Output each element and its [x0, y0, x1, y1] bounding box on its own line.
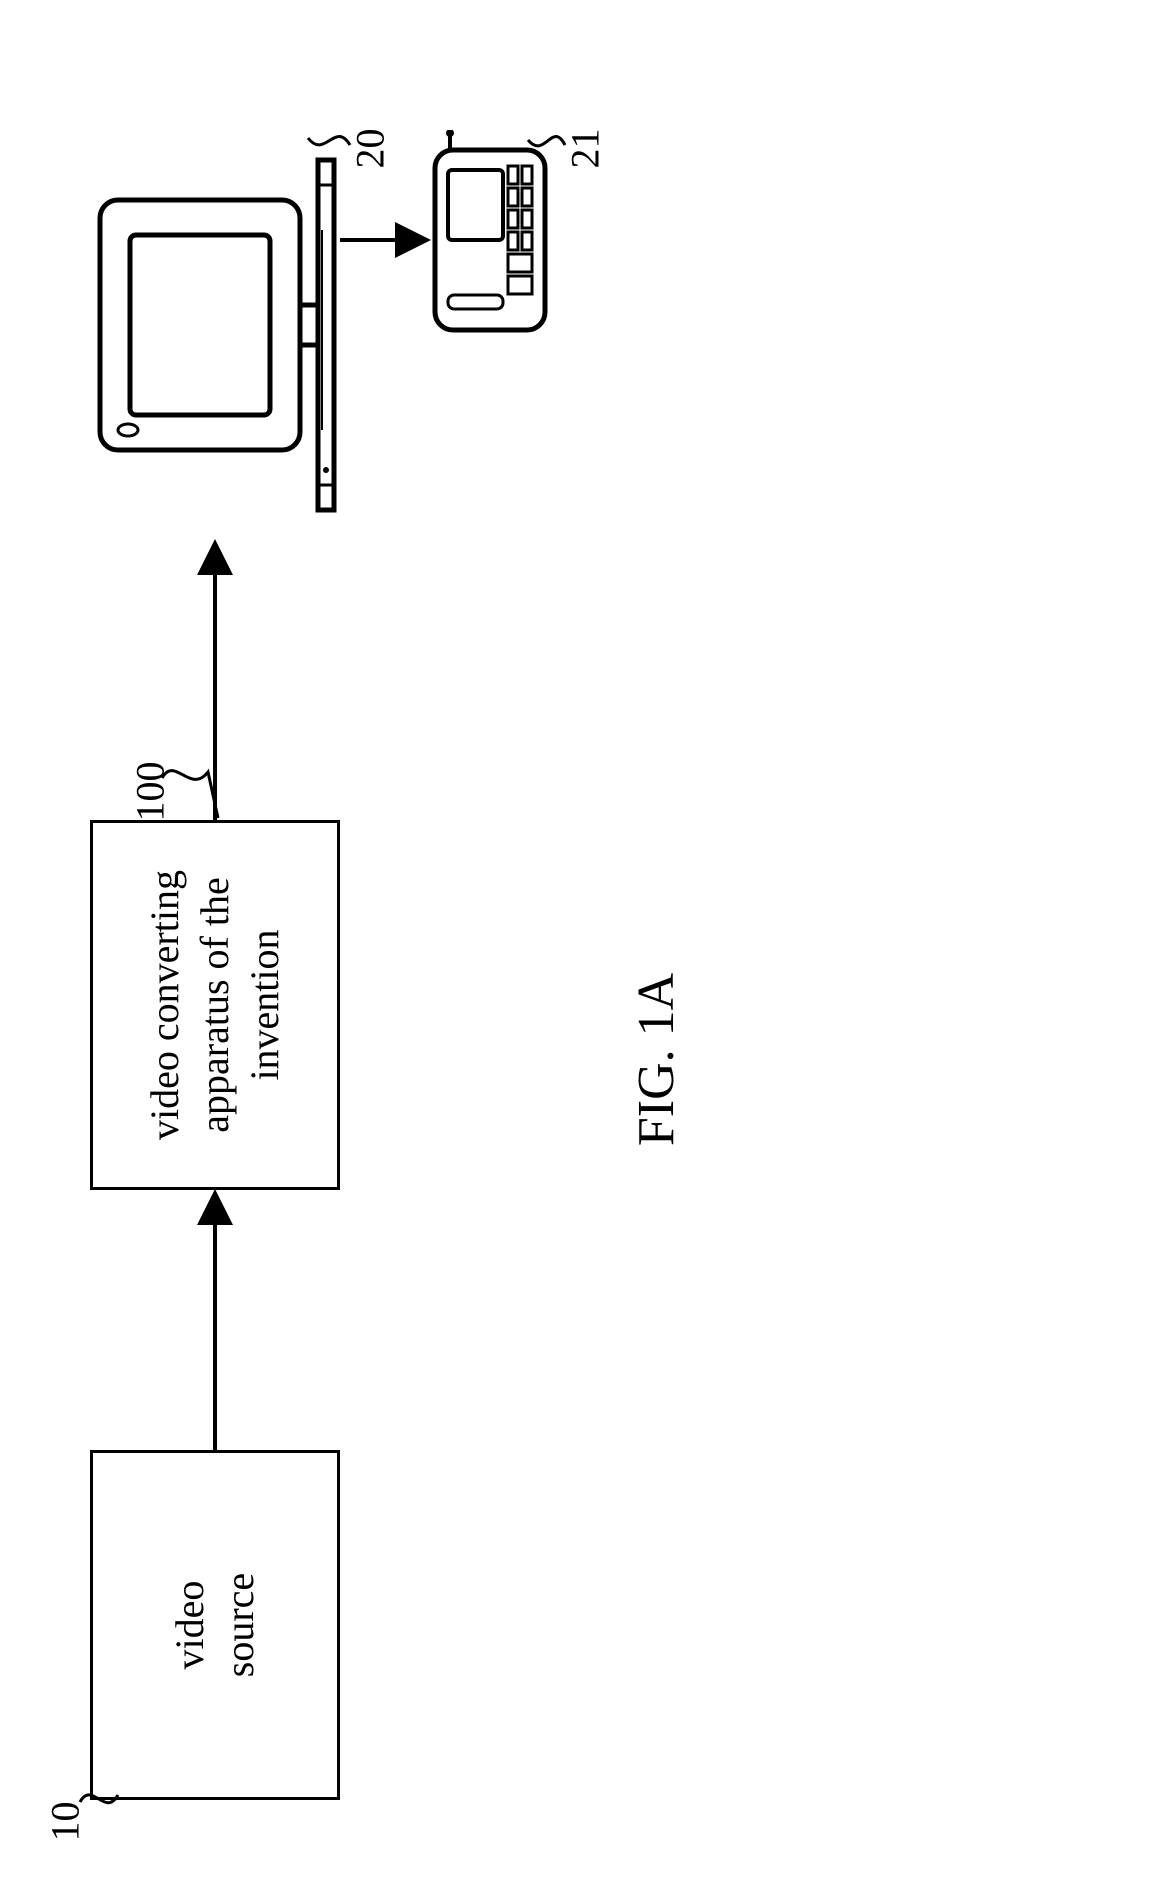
- figure-label: FIG. 1A: [627, 973, 686, 1146]
- diagram-root: videosource video convertingapparatus of…: [50, 50, 1118, 1827]
- leader-21: [50, 50, 1118, 1827]
